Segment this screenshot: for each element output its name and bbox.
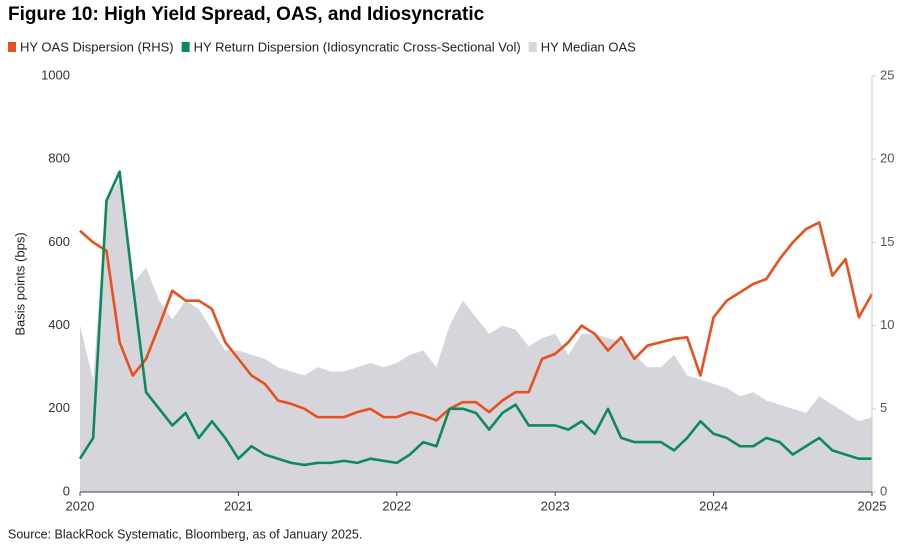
y2-tick-label: 5 <box>880 400 887 415</box>
plot-area <box>78 170 874 492</box>
x-tick-label: 2020 <box>66 498 95 513</box>
legend-label: HY Return Dispersion (Idiosyncratic Cros… <box>194 39 521 54</box>
source-note: Source: BlackRock Systematic, Bloomberg,… <box>8 527 362 541</box>
y2-tick-label: 25 <box>880 67 894 82</box>
legend-item: HY Median OAS <box>528 39 636 54</box>
y-tick-label: 1000 <box>41 67 70 82</box>
y-tick-label: 600 <box>48 234 70 249</box>
chart-title: Figure 10: High Yield Spread, OAS, and I… <box>8 4 485 25</box>
line-series <box>79 221 874 422</box>
line-series <box>78 170 872 467</box>
x-tick-label: 2021 <box>224 498 253 513</box>
legend-swatch <box>528 42 537 52</box>
y-tick-label: 400 <box>48 317 70 332</box>
x-tick-label: 2022 <box>382 498 411 513</box>
y-tick-label: 0 <box>63 483 70 498</box>
legend-swatch <box>8 42 16 52</box>
legend-label: HY OAS Dispersion (RHS) <box>20 39 174 54</box>
x-tick-label: 2024 <box>699 498 728 513</box>
legend-label: HY Median OAS <box>541 39 636 54</box>
y-tick-label: 200 <box>48 400 70 415</box>
x-tick-label: 2023 <box>541 498 570 513</box>
legend-swatch <box>181 42 190 52</box>
x-tick-label: 2025 <box>858 498 887 513</box>
y2-tick-label: 20 <box>880 151 894 166</box>
y2-tick-label: 0 <box>880 483 887 498</box>
y2-tick-label: 15 <box>880 234 894 249</box>
legend-item: HY Return Dispersion (Idiosyncratic Cros… <box>181 39 521 54</box>
y-axis-label: Basis points (bps) <box>12 232 27 335</box>
legend-item: HY OAS Dispersion (RHS) <box>8 39 174 54</box>
y-tick-label: 800 <box>48 151 70 166</box>
area-series <box>80 180 872 492</box>
y2-tick-label: 10 <box>880 317 894 332</box>
